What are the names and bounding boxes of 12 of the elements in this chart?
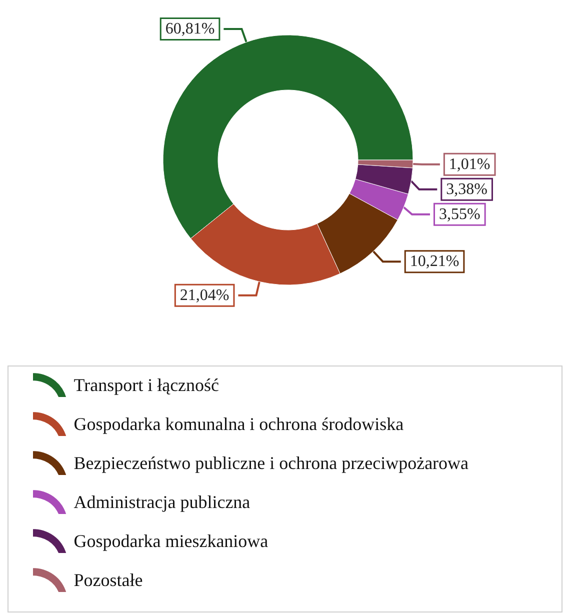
legend-label: Transport i łączność [74, 375, 220, 395]
legend-label: Bezpieczeństwo publiczne i ochrona przeciwpożarowa [74, 453, 469, 473]
data-label: 10,21% [410, 253, 460, 270]
data-label: 3,38% [446, 180, 488, 198]
legend-label: Administracja publiczna [74, 492, 250, 512]
legend-label: Gospodarka komunalna i ochrona środowiska [74, 414, 404, 434]
legend-label: Pozostałe [74, 570, 143, 590]
data-label: 1,01% [448, 156, 490, 173]
data-label: 60,81% [165, 20, 215, 38]
legend-label: Gospodarka mieszkaniowa [74, 531, 268, 551]
data-label: 3,55% [438, 206, 480, 223]
data-label: 21,04% [180, 286, 230, 304]
